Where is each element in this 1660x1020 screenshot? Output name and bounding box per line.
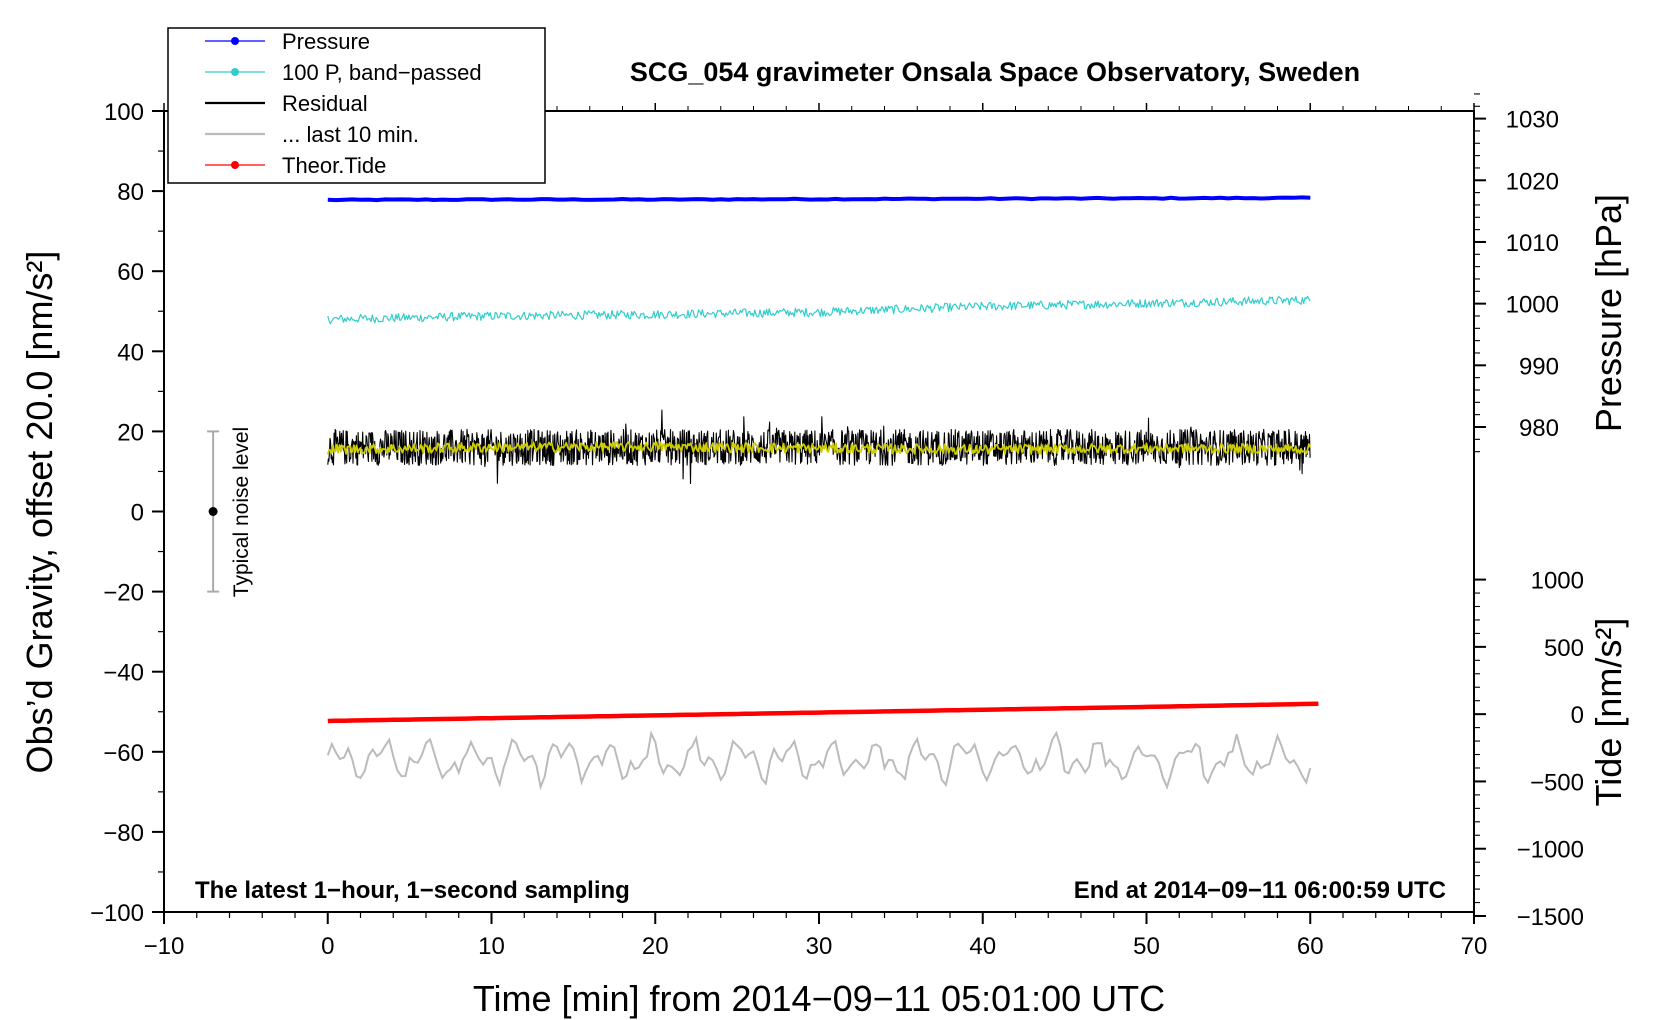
tide-axis-ticks: 1000 500 0 −500 −1000 −1500 (1474, 568, 1584, 931)
noise-bar (207, 430, 220, 593)
y-tick-label: −100 (90, 900, 144, 927)
tide-tick-label: −1000 (1517, 837, 1584, 864)
x-tick-label: 10 (478, 933, 505, 960)
legend-label: Theor.Tide (282, 153, 386, 178)
noise-bar-center-dot (208, 507, 218, 516)
y-tick-label: 100 (104, 99, 144, 126)
x-tick-label: 20 (642, 933, 669, 960)
plot-frame (163, 110, 1475, 913)
x-axis-label: Time [min] from 2014−09−11 05:01:00 UTC (473, 978, 1165, 1019)
x-tick-label: 60 (1297, 933, 1324, 960)
legend: Pressure 100 P, band−passed Residual ... la… (167, 27, 546, 184)
legend-swatch-dot (231, 68, 239, 76)
legend-swatch-dot (231, 161, 239, 169)
tide-tick-label: 0 (1571, 702, 1584, 729)
legend-swatch-dot (231, 37, 239, 45)
y-tick-label: −80 (103, 820, 144, 847)
series-100p-bandpassed (327, 295, 1311, 325)
y-tick-label: −40 (103, 660, 144, 687)
y-axis-ticks: 100 80 60 40 20 0 −20 −40 −60 −80 −100 (90, 99, 164, 927)
series-last-10-min (326, 730, 1312, 791)
pressure-tick-label: 1000 (1506, 292, 1559, 319)
tide-tick-label: −500 (1530, 769, 1584, 796)
x-tick-label: 50 (1133, 933, 1160, 960)
legend-label: Residual (282, 91, 368, 116)
legend-label: Pressure (282, 29, 370, 54)
pressure-tick-label: 1020 (1506, 168, 1559, 195)
y-axis-label-tide: Tide [nm/s²] (1588, 618, 1629, 807)
note-right: End at 2014−09−11 06:00:59 UTC (1074, 877, 1446, 904)
y-axis-label-pressure: Pressure [hPa] (1588, 194, 1629, 432)
chart-title: SCG_054 gravimeter Onsala Space Observat… (630, 57, 1360, 87)
y-tick-label: 0 (131, 500, 144, 527)
x-tick-label: 30 (806, 933, 833, 960)
tide-tick-label: −1500 (1517, 904, 1584, 931)
pressure-tick-label: 1010 (1506, 230, 1559, 257)
legend-label: 100 P, band−passed (282, 60, 482, 85)
x-tick-label: 0 (321, 933, 334, 960)
y-tick-label: 60 (117, 259, 144, 286)
y-tick-label: 80 (117, 179, 144, 206)
series-theor-tide (327, 701, 1319, 724)
series-pressure (327, 195, 1311, 203)
pressure-tick-label: 990 (1519, 353, 1559, 380)
y-tick-label: 40 (117, 339, 144, 366)
note-left: The latest 1−hour, 1−second sampling (195, 877, 630, 904)
legend-label: ... last 10 min. (282, 122, 419, 147)
x-axis-ticks: −10 0 10 20 30 40 50 60 70 (144, 103, 1488, 960)
series-group (326, 195, 1319, 791)
x-tick-label: −10 (144, 933, 185, 960)
pressure-tick-label: 1030 (1506, 107, 1559, 134)
y-tick-label: −60 (103, 740, 144, 767)
series-residual-smoothed (326, 440, 1312, 455)
tide-tick-label: 1000 (1531, 568, 1584, 595)
y-tick-label: −20 (103, 580, 144, 607)
legend-box (167, 27, 546, 184)
noise-label: Typical noise level (230, 427, 253, 597)
y-axis-label-main: Obs’d Gravity, offset 20.0 [nm/s²] (19, 251, 60, 774)
x-tick-label: 70 (1461, 933, 1488, 960)
x-tick-label: 40 (969, 933, 996, 960)
y-tick-label: 20 (117, 419, 144, 446)
pressure-axis-ticks: 1030 1020 1010 1000 990 980 (1474, 93, 1559, 453)
pressure-tick-label: 980 (1519, 415, 1559, 442)
tide-tick-label: 500 (1544, 635, 1584, 662)
